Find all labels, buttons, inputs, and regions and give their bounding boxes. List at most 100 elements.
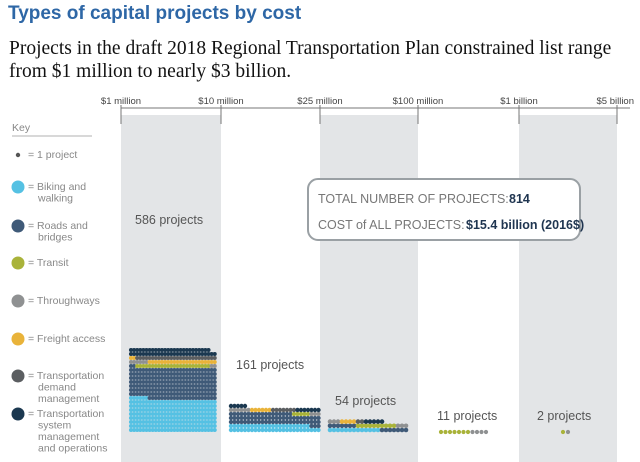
project-dot bbox=[141, 351, 146, 357]
project-dot bbox=[253, 419, 258, 425]
transit-swatch-icon bbox=[11, 256, 25, 270]
project-dot bbox=[260, 423, 265, 429]
project-dot bbox=[200, 387, 205, 393]
project-dot bbox=[203, 383, 208, 389]
project-dot bbox=[147, 427, 152, 433]
project-dot bbox=[175, 399, 180, 405]
project-dot bbox=[456, 429, 462, 435]
project-dot bbox=[147, 415, 152, 421]
project-dot bbox=[302, 407, 307, 413]
project-dot bbox=[212, 419, 217, 425]
project-dot bbox=[212, 403, 217, 409]
project-dot bbox=[141, 347, 146, 353]
project-dot bbox=[138, 375, 143, 381]
project-dot bbox=[163, 415, 168, 421]
project-dot bbox=[181, 395, 186, 401]
project-dot bbox=[135, 403, 140, 409]
project-dot bbox=[190, 383, 196, 389]
project-dot bbox=[187, 375, 192, 381]
project-dot bbox=[260, 415, 265, 421]
project-dot bbox=[169, 423, 174, 429]
project-dot bbox=[135, 411, 140, 417]
project-dot bbox=[172, 399, 177, 405]
project-dot bbox=[309, 407, 314, 413]
project-dot bbox=[135, 415, 140, 421]
project-dot bbox=[242, 423, 248, 429]
project-dot bbox=[181, 387, 186, 393]
project-dot bbox=[135, 355, 140, 361]
project-dot bbox=[197, 367, 202, 373]
project-count-label: 2 projects bbox=[537, 409, 591, 423]
project-dot bbox=[212, 379, 217, 385]
project-dot bbox=[197, 351, 202, 357]
project-dot bbox=[239, 411, 244, 417]
project-dot bbox=[159, 367, 165, 373]
project-dot bbox=[132, 399, 137, 405]
project-dot bbox=[347, 419, 353, 424]
project-dot bbox=[132, 387, 137, 393]
project-dot bbox=[197, 375, 202, 381]
project-count-label: 586 projects bbox=[135, 213, 203, 227]
project-dot bbox=[172, 395, 177, 401]
project-dot bbox=[228, 403, 234, 409]
project-dot bbox=[291, 427, 297, 433]
project-dot bbox=[277, 411, 283, 417]
project-dot bbox=[169, 383, 174, 389]
project-dot bbox=[190, 355, 196, 361]
project-dot bbox=[288, 427, 293, 433]
project-dot bbox=[178, 411, 183, 417]
project-dot bbox=[184, 411, 189, 417]
project-dot bbox=[138, 391, 143, 397]
project-dot bbox=[159, 359, 165, 365]
project-dot bbox=[159, 379, 165, 385]
project-dot bbox=[159, 411, 165, 417]
project-dot bbox=[172, 379, 177, 385]
project-dot bbox=[249, 427, 255, 433]
project-dot bbox=[175, 347, 180, 353]
key-item-label: and operations bbox=[38, 443, 107, 455]
project-count-label: 54 projects bbox=[335, 394, 396, 408]
project-dot bbox=[175, 407, 180, 413]
axis-tick-label: $1 million bbox=[101, 96, 141, 107]
project-dot bbox=[166, 359, 171, 365]
project-dot bbox=[159, 347, 165, 353]
project-dot bbox=[209, 387, 214, 393]
project-dot bbox=[270, 415, 276, 421]
project-dot bbox=[128, 379, 134, 385]
project-dot bbox=[228, 411, 234, 417]
project-dot bbox=[135, 367, 140, 373]
project-dot bbox=[281, 423, 286, 429]
project-dot bbox=[144, 371, 149, 377]
project-dot bbox=[175, 379, 180, 385]
project-dot bbox=[209, 367, 214, 373]
project-dot bbox=[194, 371, 199, 377]
project-dot bbox=[331, 427, 337, 433]
project-dot bbox=[200, 363, 205, 369]
project-dot bbox=[206, 363, 211, 369]
project-dot bbox=[197, 391, 202, 397]
project-dot bbox=[187, 347, 192, 353]
project-dot bbox=[147, 391, 152, 397]
project-dot bbox=[150, 427, 155, 433]
project-dot bbox=[343, 423, 349, 429]
project-dot bbox=[194, 415, 199, 421]
project-dot bbox=[212, 375, 217, 381]
project-dot bbox=[235, 423, 241, 429]
project-dot bbox=[232, 411, 237, 417]
project-dot bbox=[298, 423, 304, 429]
project-dot bbox=[141, 407, 146, 413]
key-item-label: = Throughways bbox=[28, 295, 100, 307]
project-dot bbox=[206, 427, 211, 433]
project-dot bbox=[203, 423, 208, 429]
project-dot bbox=[153, 379, 158, 385]
project-dot bbox=[159, 395, 165, 401]
project-dot bbox=[147, 395, 152, 401]
project-dot bbox=[309, 419, 314, 425]
project-dot bbox=[184, 363, 189, 369]
project-dot bbox=[375, 419, 381, 424]
project-dot bbox=[132, 355, 137, 361]
project-dot bbox=[203, 415, 208, 421]
project-dot bbox=[249, 411, 255, 417]
project-dot bbox=[128, 371, 134, 377]
